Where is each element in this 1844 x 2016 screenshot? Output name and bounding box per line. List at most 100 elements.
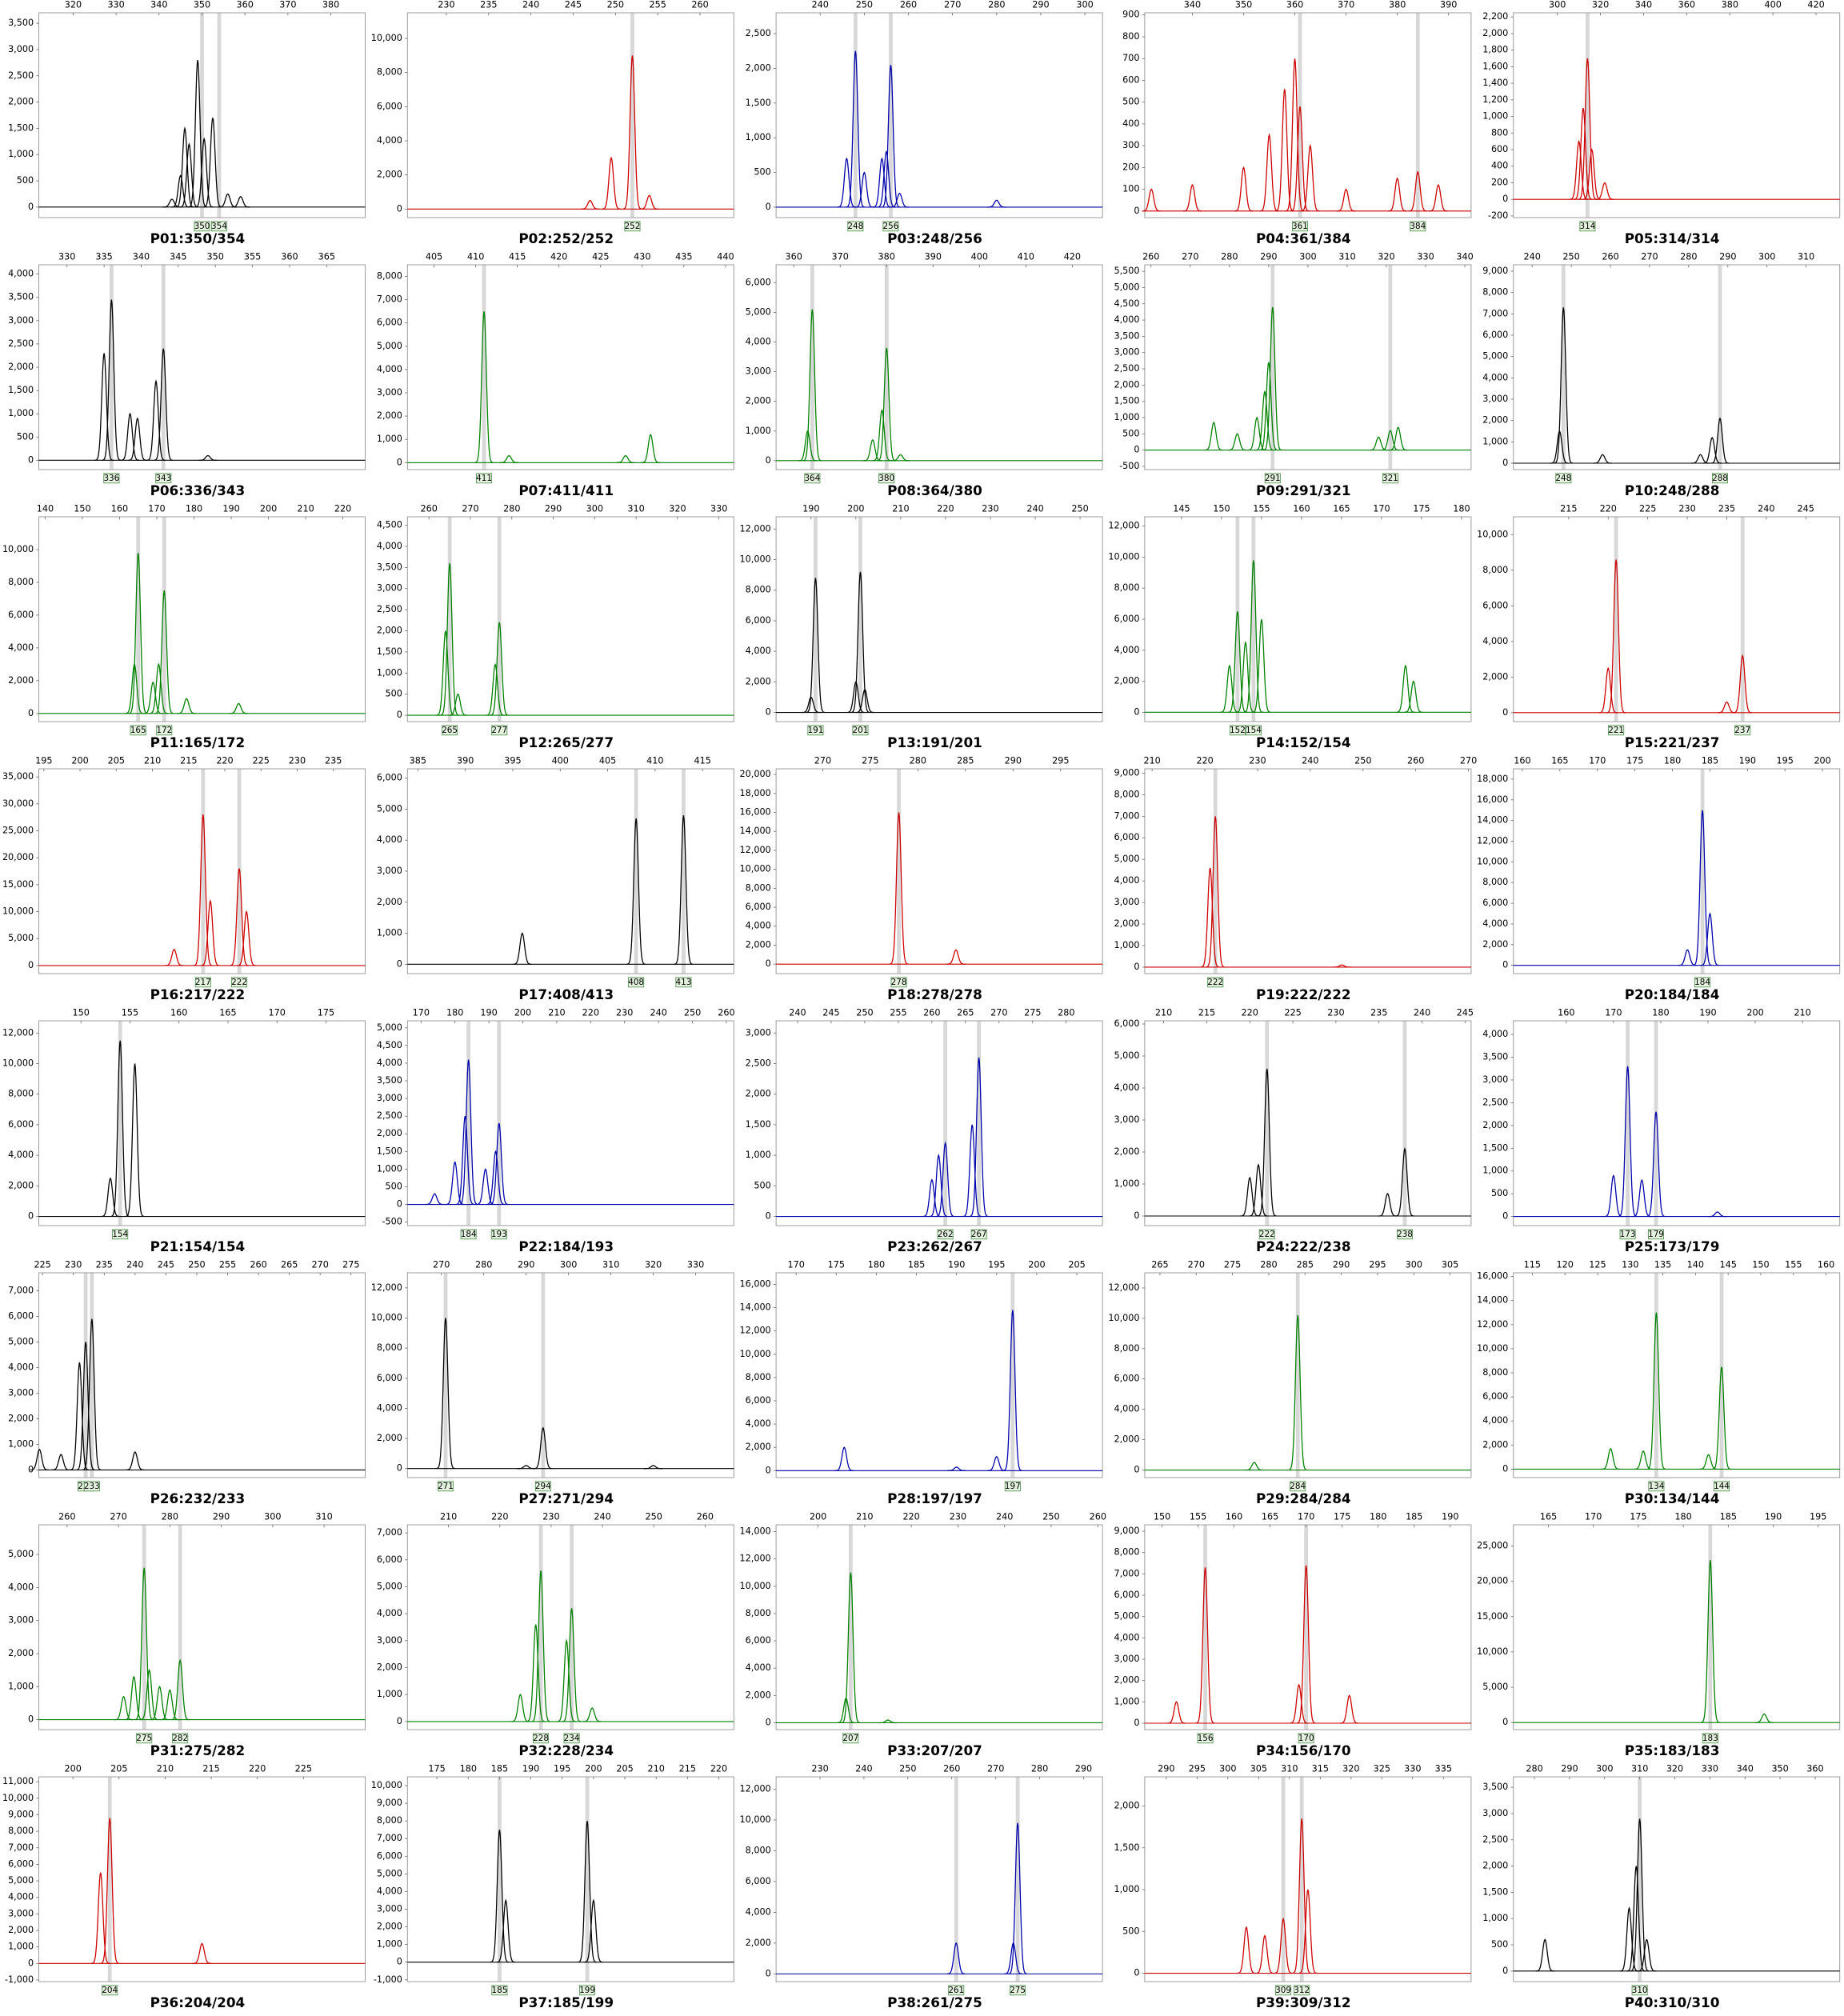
plot-frame [406, 264, 734, 470]
x-tick-label: 405 [599, 755, 616, 766]
x-tick-label: 310 [1798, 251, 1814, 262]
y-tick-label: 1,000 [377, 1163, 402, 1174]
y-tick-label: 8,000 [377, 271, 402, 282]
peak [562, 1608, 582, 1722]
x-tick-label: 220 [710, 1763, 727, 1774]
x-tick-label: 310 [1281, 1763, 1298, 1774]
peak [1733, 654, 1752, 714]
peak [1618, 1066, 1638, 1218]
y-tick-label: 8,000 [1482, 1367, 1508, 1378]
y-tick-label: 9,000 [1482, 266, 1508, 276]
x-tick-label: 210 [1155, 1007, 1172, 1018]
y-tick-label: 800 [1491, 127, 1508, 138]
peak [640, 194, 659, 210]
allele-box [878, 473, 895, 484]
x-tick-label: 395 [504, 755, 521, 766]
x-tick-label: 260 [250, 1259, 266, 1270]
plot-frame [775, 1776, 1103, 1982]
y-tick-label: 600 [1122, 74, 1139, 85]
peak [863, 439, 882, 462]
x-tick-label: 170 [413, 1007, 430, 1018]
x-tick-label: 295 [1369, 1259, 1386, 1270]
plot-frame [406, 1272, 734, 1478]
x-tick-label: 235 [96, 1259, 113, 1270]
y-tick-label: 1,600 [1482, 61, 1508, 71]
peak [802, 309, 822, 462]
x-tick-label: 205 [110, 1763, 127, 1774]
y-tick-label: 2,500 [1114, 363, 1139, 374]
y-tick-label: 14,000 [740, 1302, 771, 1313]
peak [1708, 1211, 1727, 1218]
allele-box [437, 1481, 454, 1492]
y-tick-label: 15,000 [2, 879, 34, 890]
peak [616, 454, 635, 463]
y-tick-label: 3,000 [1482, 1808, 1508, 1818]
x-tick-label: 230 [65, 1259, 82, 1270]
allele-label: 173 [1620, 1230, 1636, 1239]
allele-label: 193 [491, 1230, 507, 1239]
y-tick-label: 8,000 [746, 882, 771, 893]
y-tick-label: 3,000 [8, 1908, 34, 1918]
peak [802, 696, 821, 714]
x-tick-label: 360 [281, 251, 298, 262]
x-tick-label: 270 [1641, 251, 1658, 262]
y-tick-label: 3,000 [1114, 1114, 1139, 1125]
y-tick-label: 4,000 [1482, 1415, 1508, 1426]
allele-box [1694, 977, 1711, 988]
panel-title: P23:262/267 [887, 1238, 982, 1254]
peak [1604, 1174, 1623, 1218]
x-tick-label: 415 [694, 755, 710, 766]
y-tick-label: 10,000 [2, 544, 34, 554]
y-tick-label: 4,000 [1114, 1404, 1139, 1414]
x-tick-label: 230 [811, 1763, 828, 1774]
y-tick-label: 500 [754, 167, 770, 178]
y-tick-label: 4,000 [746, 336, 771, 346]
y-tick-label: 500 [1491, 1939, 1508, 1950]
x-tick-label: 280 [162, 1511, 178, 1522]
allele-label: 271 [438, 1482, 454, 1491]
x-tick-label: 370 [1338, 0, 1354, 10]
y-tick-label: 2,000 [8, 1413, 34, 1423]
allele-label: 411 [476, 474, 492, 483]
x-tick-label: 120 [1556, 1259, 1573, 1270]
y-tick-label: 6,000 [377, 1373, 402, 1383]
y-tick-label: 6,000 [1114, 1374, 1139, 1384]
panel-title: P14:152/154 [1256, 734, 1351, 750]
y-tick-label: 1,000 [1114, 1696, 1139, 1706]
y-tick-label: 7,000 [1114, 810, 1139, 821]
y-tick-label: 1,500 [746, 98, 771, 108]
peak [936, 1141, 955, 1218]
x-tick-label: 330 [107, 0, 124, 10]
peak [1582, 148, 1602, 200]
y-tick-label: 8,000 [377, 1342, 402, 1353]
allele-label: 361 [1292, 222, 1308, 231]
x-tick-label: 160 [1818, 1259, 1834, 1270]
y-tick-label: 10,000 [371, 1312, 402, 1322]
x-tick-label: 185 [1702, 755, 1718, 766]
y-tick-label: 10,000 [1477, 1343, 1508, 1354]
x-tick-label: 240 [1302, 755, 1318, 766]
y-tick-label: 3,000 [377, 583, 402, 594]
y-tick-label: 5,000 [377, 341, 402, 351]
x-tick-label: 280 [910, 755, 926, 766]
y-tick-label: 2,000 [377, 1922, 402, 1932]
panel-title: P26:232/233 [150, 1490, 246, 1506]
peak [231, 196, 250, 208]
x-tick-label: 250 [856, 0, 873, 10]
y-tick-label: 10,000 [2, 1058, 34, 1068]
y-tick-label: 0 [397, 710, 402, 720]
x-tick-label: 290 [1333, 1259, 1350, 1270]
peak [1404, 680, 1423, 713]
allele-label: 201 [853, 726, 869, 735]
y-tick-label: 4,000 [8, 1150, 34, 1160]
x-tick-label: 220 [491, 1511, 508, 1522]
peak [1717, 701, 1736, 714]
y-tick-label: 1,500 [1114, 1842, 1139, 1853]
peak [1220, 664, 1239, 713]
x-tick-label: 235 [1718, 503, 1735, 514]
x-tick-label: 280 [1031, 1763, 1048, 1774]
x-tick-label: 200 [585, 1763, 602, 1774]
y-tick-label: 3,000 [8, 1615, 34, 1626]
x-tick-label: 320 [645, 1259, 662, 1270]
x-tick-label: 160 [111, 503, 128, 514]
